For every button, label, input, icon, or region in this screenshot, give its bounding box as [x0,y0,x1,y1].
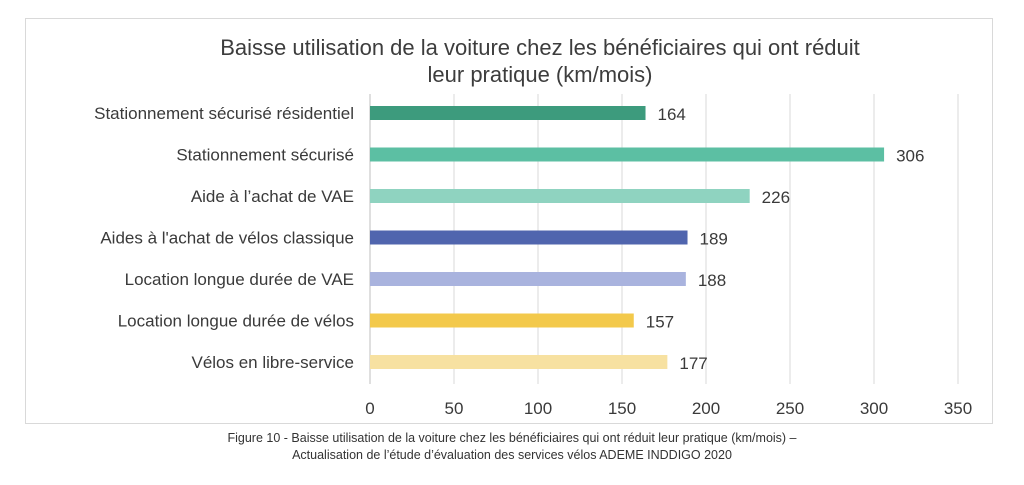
x-tick-label-150: 150 [608,399,636,418]
bar-4 [370,230,688,245]
bar-1 [370,106,646,120]
category-label-2: Stationnement sécurisé [176,146,354,165]
value-label-6: 157 [646,313,674,332]
figure-caption-line-2: Actualisation de l’étude d’évaluation de… [292,448,732,462]
value-label-7: 177 [679,354,707,373]
value-label-4: 189 [700,230,728,249]
category-label-3: Aide à l’achat de VAE [191,187,354,206]
chart-title-line-1: Baisse utilisation de la voiture chez le… [220,35,860,60]
bar-2 [370,147,885,162]
category-label-1: Stationnement sécurisé résidentiel [94,104,354,123]
bars [370,106,885,369]
x-tick-label-50: 50 [445,399,464,418]
x-tick-label-0: 0 [365,399,374,418]
x-tick-label-350: 350 [944,399,972,418]
x-tick-label-250: 250 [776,399,804,418]
bar-7 [370,355,668,369]
x-tick-label-300: 300 [860,399,888,418]
category-label-7: Vélos en libre-service [191,353,354,372]
bar-6 [370,313,634,328]
bar-3 [370,189,750,203]
value-label-5: 188 [698,271,726,290]
x-tick-label-200: 200 [692,399,720,418]
value-label-3: 226 [762,188,790,207]
chart-frame: Baisse utilisation de la voiture chez le… [25,18,993,424]
value-label-2: 306 [896,147,924,166]
labels: 0 50 100 150 200 250 300 350 Stationnement sécur… [94,104,972,418]
bar-5 [370,272,686,286]
category-label-4: Aides à l'achat de vélos classique [100,229,354,248]
chart-title-line-2: leur pratique (km/mois) [428,62,653,87]
bar-chart: Baisse utilisation de la voiture chez le… [94,35,972,418]
category-label-5: Location longue durée de VAE [125,270,354,289]
category-label-6: Location longue durée de vélos [118,312,354,331]
figure-caption-line-1: Figure 10 - Baisse utilisation de la voi… [227,431,797,445]
value-label-1: 164 [658,105,686,124]
x-tick-label-100: 100 [524,399,552,418]
